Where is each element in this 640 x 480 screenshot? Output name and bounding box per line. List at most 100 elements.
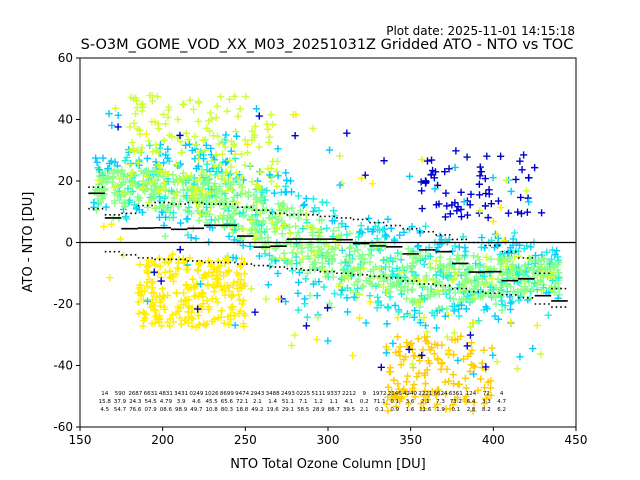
- data-point-1354: [504, 249, 512, 257]
- data-point-1564: [240, 279, 248, 288]
- data-point-1207: [332, 233, 340, 242]
- data-point-1493: [450, 274, 458, 282]
- data-point-1154: [285, 258, 293, 266]
- data-point-1024: [436, 240, 444, 248]
- data-point-846: [161, 194, 169, 202]
- data-point-2168: [418, 156, 426, 164]
- data-point-812: [150, 168, 158, 177]
- data-point-1026: [553, 266, 561, 274]
- data-point-1442: [372, 263, 380, 271]
- data-point-103: [313, 291, 321, 300]
- data-point-2206: [168, 250, 177, 258]
- data-point-833: [161, 178, 169, 186]
- data-point-1315: [488, 275, 496, 283]
- data-point-2119: [487, 200, 495, 208]
- bin-stat-r0-17: 9: [362, 391, 366, 397]
- data-point-1237: [179, 185, 188, 194]
- data-point-890: [255, 252, 263, 260]
- bin-stat-r0-3: 6631: [144, 391, 158, 397]
- data-point-1990: [155, 187, 163, 195]
- bin-stat-r2-15: 88.7: [328, 407, 341, 413]
- data-point-327: [110, 184, 118, 192]
- bin-stat-r2-22: 1.9: [436, 407, 445, 413]
- data-point-1176: [359, 282, 367, 290]
- data-point-1957: [265, 138, 273, 147]
- data-point-2018: [250, 131, 259, 139]
- data-point-1632: [212, 295, 220, 303]
- data-point-1651: [223, 255, 231, 264]
- data-point-187: [414, 243, 422, 251]
- data-point-923: [511, 229, 519, 237]
- data-point-1795: [394, 380, 402, 388]
- data-point-2232: [288, 341, 296, 350]
- data-point-2145: [233, 132, 241, 140]
- data-point-1891: [480, 400, 488, 408]
- data-point-1598: [182, 280, 191, 289]
- data-point-2199: [384, 345, 392, 353]
- data-point-1364: [323, 269, 331, 278]
- data-point-2136: [529, 344, 537, 353]
- data-point-1345: [314, 243, 323, 251]
- data-point-1348: [112, 183, 120, 191]
- data-point-1430: [382, 288, 391, 296]
- data-point-1666: [174, 307, 183, 315]
- data-point-1138: [110, 197, 119, 205]
- data-point-584: [393, 264, 401, 272]
- data-point-2112: [524, 174, 533, 182]
- data-point-1856: [434, 356, 442, 364]
- data-point-2160: [291, 331, 299, 339]
- bin-stat-r1-22: 7.3: [436, 399, 445, 405]
- data-point-2227: [482, 190, 490, 198]
- data-point-2157: [343, 129, 351, 137]
- data-point-835: [432, 257, 440, 265]
- data-point-1120: [126, 178, 135, 186]
- data-point-1734: [164, 291, 172, 300]
- data-point-751: [529, 274, 537, 282]
- data-point-1740: [217, 313, 225, 321]
- data-point-1226: [126, 159, 135, 168]
- data-point-1078: [334, 223, 343, 232]
- data-point-2044: [248, 178, 256, 186]
- data-point-1387: [200, 181, 208, 189]
- data-point-850: [203, 160, 211, 168]
- data-point-978: [225, 232, 233, 240]
- data-point-971: [167, 187, 176, 195]
- bin-stat-r0-19: 2146: [388, 391, 402, 397]
- data-point-2026: [244, 148, 252, 157]
- data-point-1855: [487, 391, 495, 400]
- data-point-1751: [204, 282, 212, 290]
- data-point-2192: [274, 295, 283, 303]
- data-point-1948: [130, 147, 138, 156]
- data-point-1277: [229, 197, 237, 205]
- data-point-1450: [119, 189, 127, 197]
- data-point-1894: [411, 352, 419, 360]
- data-point-1728: [194, 311, 202, 320]
- data-point-1356: [295, 268, 304, 277]
- data-point-1349: [337, 231, 345, 239]
- data-point-2189: [525, 198, 533, 206]
- bin-stat-r2-2: 76.6: [129, 407, 142, 413]
- data-point-1411: [343, 308, 352, 316]
- data-point-813: [96, 167, 104, 175]
- data-point-1283: [292, 253, 300, 261]
- data-point-513: [462, 247, 470, 255]
- bin-stat-r1-1: 37.9: [114, 399, 127, 405]
- data-point-1783: [414, 335, 422, 343]
- data-point-1330: [338, 220, 346, 228]
- data-point-1784: [441, 378, 449, 386]
- data-point-893: [442, 290, 450, 298]
- data-point-758: [503, 281, 511, 289]
- data-point-2200: [197, 280, 205, 288]
- data-point-1899: [424, 395, 432, 404]
- data-point-1127: [344, 262, 352, 270]
- data-point-2081: [512, 175, 520, 184]
- data-point-1847: [445, 377, 453, 385]
- data-point-1293: [453, 251, 462, 259]
- data-point-2217: [420, 313, 428, 322]
- data-point-1451: [342, 268, 350, 276]
- data-point-860: [213, 167, 221, 176]
- data-point-1312: [365, 274, 373, 282]
- bin-stat-r1-2: 24.3: [129, 399, 142, 405]
- data-point-1457: [214, 215, 223, 223]
- data-point-839: [152, 204, 160, 212]
